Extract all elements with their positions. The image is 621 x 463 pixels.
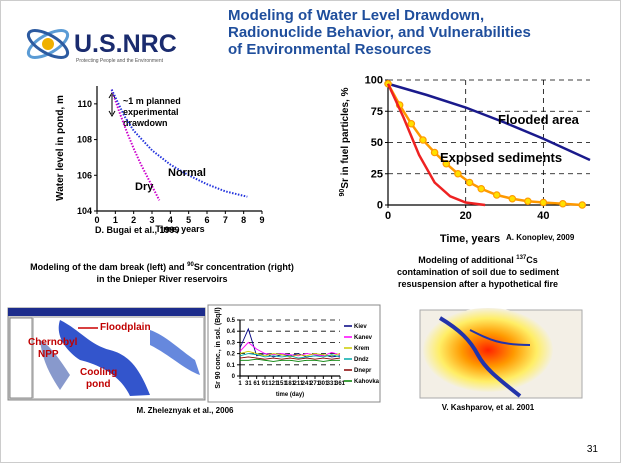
x-tick-label: 9 [259, 215, 264, 225]
y-axis-label: 90Sr in fuel particles, % [339, 87, 351, 196]
x-tick-label: 3 [149, 215, 154, 225]
x-tick-label: 20 [460, 210, 472, 222]
section-title: in the Dnieper River reservoirs [96, 274, 227, 284]
y-tick-label: 50 [371, 137, 383, 149]
y-tick-label: 25 [371, 168, 383, 180]
x-axis-label: Time, years [155, 224, 204, 234]
y-tick-label: 110 [77, 99, 92, 109]
annotation: experimental [123, 107, 179, 117]
series-label: Flooded area [498, 112, 580, 127]
y-tick-label: 0.3 [227, 340, 236, 346]
y-axis-label-text: Sr in fuel particles, % [340, 87, 351, 188]
annotation: ~1 m planned [123, 96, 181, 106]
y-axis-label: Water level in pond, m [55, 95, 66, 201]
y-tick-label: 75 [371, 106, 383, 118]
marker [540, 199, 546, 205]
slide-title: of Environmental Resources [228, 41, 431, 58]
map-label: Cooling [80, 367, 117, 378]
map-label: NPP [38, 349, 59, 360]
y-tick-label: 104 [77, 206, 92, 216]
x-tick-label: 0 [94, 215, 99, 225]
x-tick-label: 40 [537, 210, 549, 222]
y-tick-label: 0.5 [227, 318, 236, 324]
x-axis-label: Time, years [440, 233, 500, 245]
caption: A. Konoplev, 2009 [506, 233, 575, 242]
marker [455, 171, 461, 177]
x-tick-label: 31 [245, 381, 252, 387]
slide: U.S.NRC Protecting People and the Enviro… [0, 0, 621, 463]
x-tick-label: 8 [241, 215, 246, 225]
y-tick-label: 100 [365, 75, 383, 87]
x-tick-label: 361 [335, 381, 346, 387]
y-axis-label-sup: 90 [339, 189, 346, 197]
legend-label: Krem [354, 346, 369, 352]
map-label: Floodplain [100, 322, 151, 333]
y-axis-label: Sr 90 conc., in sol. (Bq/l) [215, 307, 222, 388]
section-title: Modeling of the dam break (left) and 90S… [30, 262, 294, 272]
page-number: 31 [587, 444, 599, 455]
series-label: Dry [135, 181, 154, 193]
y-tick-label: 0.1 [227, 363, 236, 369]
marker [478, 186, 484, 192]
legend-label: Kiev [354, 324, 367, 330]
caption: M. Zheleznyak et al., 2006 [137, 406, 234, 415]
marker [431, 149, 437, 155]
x-tick-label: 0 [385, 210, 391, 222]
series-label: Exposed sediments [440, 150, 562, 165]
y-tick-label: 0 [377, 200, 383, 212]
map-label: Chernobyl [28, 337, 78, 348]
y-tick-label: 108 [77, 135, 92, 145]
marker [494, 192, 500, 198]
section-title: resuspension after a hypothetical fire [398, 279, 558, 289]
x-tick-label: 2 [131, 215, 136, 225]
slide-title: Radionuclide Behavior, and Vulnerabiliti… [228, 24, 531, 41]
x-tick-label: 7 [223, 215, 228, 225]
marker [509, 196, 515, 202]
legend-label: Kahovka [354, 379, 380, 385]
legend-label: Dnepr [354, 368, 372, 374]
series-label: Normal [168, 167, 206, 179]
logo-text: U.S.NRC [74, 30, 177, 58]
caption: V. Kashparov, et al. 2001 [442, 403, 535, 412]
marker [579, 202, 585, 208]
logo-tagline: Protecting People and the Environment [76, 58, 164, 64]
y-tick-label: 0.4 [227, 329, 236, 335]
marker [408, 121, 414, 127]
legend-label: Dndz [354, 357, 369, 363]
marker [525, 198, 531, 204]
marker [560, 201, 566, 207]
slide-title: Modeling of Water Level Drawdown, [228, 7, 484, 24]
map-label: pond [86, 379, 110, 390]
fire-map [420, 308, 582, 398]
x-tick-label: 6 [204, 215, 209, 225]
annotation: drawdown [123, 118, 168, 128]
legend-label: Kanev [354, 335, 373, 341]
y-tick-label: 106 [77, 170, 92, 180]
marker [466, 179, 472, 185]
section-title: contamination of soil due to sediment [397, 267, 559, 277]
marker [420, 137, 426, 143]
x-tick-label: 1 [113, 215, 118, 225]
y-tick-label: 0.2 [227, 352, 236, 358]
x-axis-label: time (day) [276, 392, 304, 398]
x-tick-label: 61 [253, 381, 260, 387]
